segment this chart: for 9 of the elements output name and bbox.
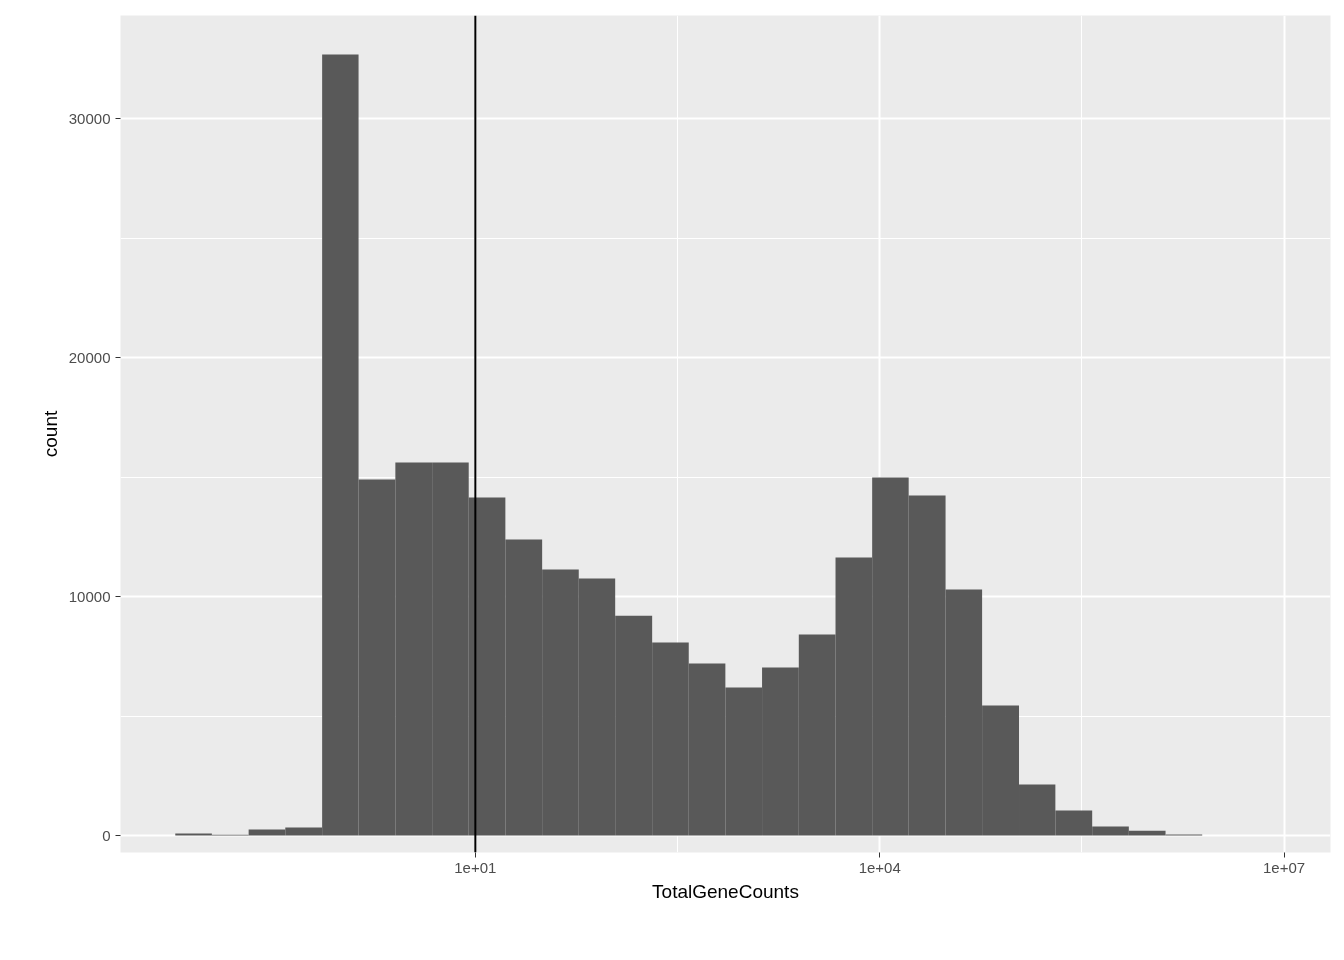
y-tick-label: 20000 (68, 348, 111, 366)
y-tick-label: 30000 (68, 109, 111, 127)
x-tick-label: 1e+04 (858, 858, 901, 876)
y-axis-title: count (39, 410, 61, 458)
x-tick-label: 1e+07 (1263, 858, 1306, 876)
x-axis-title: TotalGeneCounts (652, 880, 799, 902)
x-tick-label: 1e+01 (454, 858, 497, 876)
y-tick-label: 10000 (68, 587, 111, 605)
y-tick-label: 0 (102, 826, 111, 844)
